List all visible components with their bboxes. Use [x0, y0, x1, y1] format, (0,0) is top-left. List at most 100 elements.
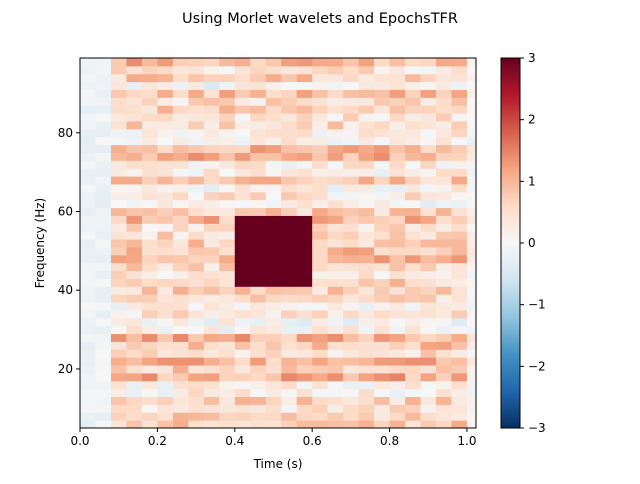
heatmap-cell: [172, 113, 189, 122]
heatmap-cell: [374, 254, 391, 264]
heatmap-cell: [172, 176, 189, 185]
heatmap-cell: [281, 294, 298, 303]
heatmap-cell: [157, 372, 174, 382]
heatmap-cell: [234, 412, 251, 421]
heatmap-cell: [327, 65, 344, 75]
heatmap-cell: [327, 309, 344, 319]
heatmap-cell: [374, 302, 391, 311]
heatmap-cell: [296, 65, 313, 75]
heatmap-cell: [250, 81, 267, 90]
heatmap-cell: [451, 333, 468, 342]
heatmap-cell: [172, 365, 189, 374]
heatmap-cell: [110, 270, 127, 279]
heatmap-cell: [250, 168, 267, 177]
colorbar-tick-label: −3: [528, 421, 546, 435]
heatmap-cell: [466, 239, 476, 248]
heatmap-cell: [420, 246, 437, 256]
heatmap-cell: [296, 160, 313, 169]
heatmap-cell: [265, 372, 282, 382]
heatmap-cell: [250, 404, 267, 413]
heatmap-cell: [80, 97, 96, 106]
heatmap-cell: [281, 349, 298, 358]
heatmap-cell: [188, 207, 205, 216]
heatmap-cell: [281, 357, 298, 366]
heatmap-cell: [234, 207, 251, 216]
heatmap-cell: [435, 183, 452, 193]
heatmap-cell: [420, 286, 437, 295]
heatmap-cell: [265, 65, 282, 75]
heatmap-cell: [234, 420, 251, 428]
heatmap-cell: [234, 215, 251, 224]
heatmap-cell: [435, 420, 452, 428]
heatmap-cell: [420, 65, 437, 75]
heatmap-cell: [327, 278, 344, 287]
heatmap-cell: [157, 113, 174, 122]
heatmap-cell: [95, 388, 112, 398]
heatmap-cell: [219, 199, 236, 209]
heatmap-cell: [250, 160, 267, 169]
heatmap-cell: [157, 168, 174, 177]
heatmap-cell: [281, 380, 298, 390]
heatmap-cell: [296, 144, 313, 153]
heatmap-cell: [80, 309, 96, 319]
heatmap-cell: [374, 58, 391, 67]
heatmap-cell: [203, 357, 220, 366]
heatmap-cell: [374, 420, 391, 428]
heatmap-cell: [110, 412, 127, 421]
heatmap-cell: [203, 128, 220, 138]
heatmap-cell: [343, 420, 360, 428]
heatmap-cell: [234, 128, 251, 138]
x-tick-label: 0.2: [148, 434, 167, 448]
heatmap-cell: [157, 81, 174, 90]
heatmap-cell: [451, 113, 468, 122]
heatmap-cell: [374, 404, 391, 413]
heatmap-cell: [420, 325, 437, 335]
heatmap-cell: [95, 183, 112, 193]
heatmap-cell: [343, 168, 360, 177]
heatmap-cell: [420, 128, 437, 138]
heatmap-cell: [343, 270, 360, 279]
heatmap-cell: [188, 144, 205, 153]
heatmap-cell: [157, 73, 174, 83]
y-tick-label: 60: [58, 205, 73, 219]
heatmap-cell: [203, 191, 220, 201]
heatmap-cell: [95, 325, 112, 335]
heatmap-cell: [188, 176, 205, 185]
heatmap-cell: [451, 380, 468, 390]
heatmap-cell: [172, 152, 189, 161]
heatmap-cell: [343, 81, 360, 90]
heatmap-cell: [466, 183, 476, 193]
heatmap-cell: [343, 349, 360, 358]
heatmap-cell: [110, 302, 127, 311]
heatmap-cell: [296, 128, 313, 138]
heatmap-cell: [265, 396, 282, 405]
heatmap-cell: [265, 223, 282, 232]
heatmap-cell: [80, 160, 96, 169]
heatmap-cell: [126, 73, 143, 83]
heatmap-cell: [126, 105, 143, 114]
x-tick-label: 1.0: [457, 434, 476, 448]
heatmap-cell: [420, 215, 437, 224]
plot-frame: [79, 57, 477, 429]
heatmap-cell: [466, 309, 476, 319]
heatmap-cell: [466, 152, 476, 161]
heatmap-cell: [281, 231, 298, 240]
heatmap-cell: [188, 388, 205, 398]
heatmap-cell: [110, 388, 127, 398]
heatmap-cell: [343, 128, 360, 138]
heatmap-cell: [95, 270, 112, 279]
heatmap-cell: [405, 231, 422, 240]
heatmap-cell: [466, 341, 476, 350]
heatmap-cell: [389, 396, 406, 405]
heatmap-cell: [405, 168, 422, 177]
heatmap-cell: [110, 357, 127, 366]
heatmap-cell: [141, 325, 158, 335]
heatmap-cell: [80, 365, 96, 374]
heatmap-cell: [405, 160, 422, 169]
heatmap-cell: [296, 388, 313, 398]
heatmap-cell: [358, 89, 375, 98]
heatmap-cell: [296, 420, 313, 428]
heatmap-cell: [172, 89, 189, 98]
heatmap-cell: [374, 105, 391, 114]
heatmap-cell: [312, 270, 329, 279]
